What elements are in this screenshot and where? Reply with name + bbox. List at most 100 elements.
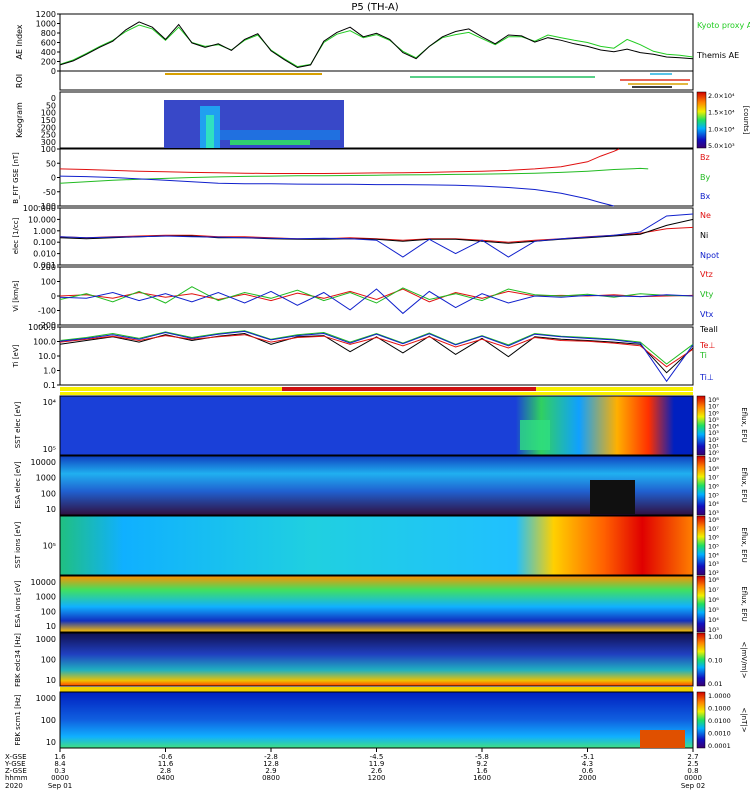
fbk-scm-ytick-label: 1000 [36,694,56,703]
temperature-ytick-label: 100.0 [33,338,56,347]
esa-elec-dark [590,480,635,514]
legend-vtx: Vtx [700,310,714,319]
density-ytick-label: 100.000 [23,204,56,213]
x-axis-tick-y: 4.3 [582,760,593,768]
sst-elec-spectrogram [59,395,694,456]
sst-elec-cb-tick: 10² [708,436,719,444]
fbk-scm-cb-tick: 1.0000 [708,692,731,700]
esa-ion-cb-tick: 10⁵ [708,606,719,614]
keogram-frame [59,91,694,149]
x-axis-tick-hhmm: 1600 [473,774,491,782]
keogram-band [220,130,340,140]
temperature-yticks: 0.1 1.0 10.0 100.0 1000.0 [28,323,60,390]
x-axis-tick-hhmm: 0000 [51,774,69,782]
x-axis-tick-y: 11.6 [158,760,174,768]
ae-ytick-label: 800 [41,29,56,38]
x-axis-tick-y: 2.5 [687,760,698,768]
sst-elec-ylabel: SST elec [eV] [14,401,22,448]
x-axis-tick-date: Sep 01 [48,782,72,790]
page-title: P5 (TH-A) [351,2,398,13]
x-axis-tick-z: 0.3 [54,767,65,775]
legend-by: By [700,173,710,182]
sst-ion-cb-tick: 10² [708,569,719,577]
ae-ytick-label: 200 [41,58,56,67]
ae-ytick-label: 1000 [36,20,56,29]
x-axis-tick-y: 11.9 [369,760,385,768]
fbk-edc-yticks: 10 100 1000 [36,635,56,685]
sst-ion-spectrogram [59,515,694,576]
fbk-scm-spectrogram [59,691,694,749]
keogram-cb-tick: 1.5×10⁴ [708,109,735,117]
x-axis-tick-z: 2.9 [265,767,276,775]
fbk-scm-yticks: 10 100 1000 [36,694,56,747]
esa-ion-cb-tick: 10⁶ [708,596,719,604]
density-ytick-label: 10.000 [28,215,56,224]
x-axis-tick-hhmm: 0800 [262,774,280,782]
x-axis-tick-x: -0.6 [159,753,173,761]
esa-elec-cb-tick: 10⁷ [708,474,719,482]
fbk-scm-cb-tick: 0.0010 [708,730,731,738]
fbk-scm-panel: FBK scm1 [Hz] 10 100 1000 1.0000 0.1000 0.01… [14,687,748,750]
ae-series-themis-ae [59,21,694,69]
fbk-edc-ytick-label: 1000 [36,635,56,644]
esa-elec-ytick-label: 100 [41,489,56,498]
density-yticks: 0.001 0.010 0.100 1.000 10.000 100.000 [23,204,60,270]
temperature-series-teall [59,332,694,374]
bfield-frame [59,148,694,207]
fbk-scm-cb-tick: 0.1000 [708,705,731,713]
sst-elec-cb-unit: Eflux, EFU [740,407,748,442]
legend-themis: Themis AE [696,51,739,60]
temperature-ytick-label: 0.1 [43,381,56,390]
velocity-ylabel: Vi [km/s] [12,280,20,311]
density-series-npot [59,213,694,258]
esa-elec-ytick-label: 10 [46,505,56,514]
velocity-lines [59,286,694,315]
fbk-scm-cb-tick: 0.0001 [708,742,731,750]
temperature-series-ti- [59,330,694,383]
keogram-ytick-label: 150 [41,116,56,125]
bfield-ylabel: B_FIT GSE [nT] [12,152,20,204]
fbk-edc-ylabel: FBK edc34 [Hz] [14,633,22,687]
x-axis-tick-hhmm: 1200 [368,774,386,782]
esa-ion-colorbar-ticks: 10⁸ 10⁷ 10⁶ 10⁵ 10⁴ 10³ [708,576,719,634]
fbk-scm-colorbar-ticks: 1.0000 0.1000 0.0100 0.0010 0.0001 [708,692,731,750]
x-axis-tick-y: 12.8 [263,760,279,768]
sst-elec-ytick-label: 10⁴ [43,398,56,407]
velocity-yticks: -200 -100 0 100 200 [38,263,60,330]
bfield-series-bz [59,148,620,174]
legend-tipar: Ti⊥ [699,373,714,382]
fbk-scm-patch [640,730,685,748]
fbk-edc-panel: FBK edc34 [Hz] 10 100 1000 1.00 0.10 0.01 <|… [14,632,748,688]
sst-elec-cb-tick: 10⁸ [708,396,719,404]
esa-ion-ytick-label: 10000 [31,578,56,587]
esa-ion-spectrogram [59,575,694,633]
esa-elec-cb-tick: 10⁵ [708,491,719,499]
keogram-arc-core [206,115,214,148]
esa-elec-spectrogram [59,455,694,516]
sst-elec-yticks: 10⁵ 10⁴ [43,398,56,454]
esa-ion-ytick-label: 10 [46,622,56,631]
legend-ni: Ni [700,231,708,240]
sst-ion-cb-tick: 10⁴ [708,551,719,559]
temperature-series-te- [59,334,694,368]
sst-elec-cb-tick: 10⁷ [708,403,719,411]
legend-vtz: Vtz [700,270,713,279]
sst-elec-panel: SST elec [eV] 10⁵ 10⁴ 10⁸10⁷10⁶10⁵10⁴10³1… [14,395,748,457]
sst-elec-ytick-label: 10⁵ [43,445,56,454]
legend-bx: Bx [700,192,710,201]
keogram-cb-tick: 2.0×10⁴ [708,92,735,100]
ae-ytick-label: 600 [41,39,56,48]
sst-ion-cb-tick: 10⁸ [708,516,719,524]
fbk-edc-ytick-label: 100 [41,656,56,665]
esa-ion-ytick-label: 100 [41,607,56,616]
density-ytick-label: 1.000 [33,227,56,236]
temperature-ylabel: Ti [eV] [12,344,20,368]
velocity-series-vtx [59,288,694,315]
density-ytick-label: 0.001 [33,261,56,270]
